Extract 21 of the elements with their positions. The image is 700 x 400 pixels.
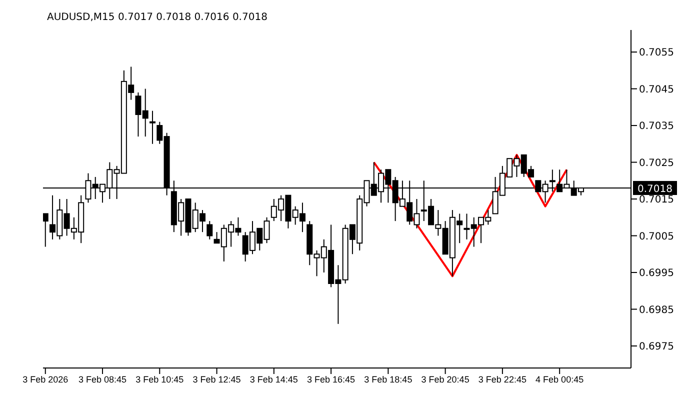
y-tick-label: 0.7005 [639,231,674,242]
y-tick-label: 0.6975 [639,342,674,353]
y-tick-label: 0.7025 [639,158,674,169]
y-tick-label: 0.6995 [639,268,674,280]
x-tick-label: 3 Feb 18:45 [364,374,412,384]
ref-line-label: 0.7018 [638,184,672,195]
y-tick-label: 0.7015 [639,194,674,206]
x-tick-label: 3 Feb 12:45 [192,374,241,384]
x-tick-label: 4 Feb 00:45 [536,374,584,384]
x-tick-label: 3 Feb 10:45 [136,374,184,384]
chart-title: AUDUSD,M15 0.7017 0.7018 0.7016 0.7018 [47,12,268,23]
x-tick-label: 3 Feb 22:45 [478,374,526,384]
x-tick-label: 3 Feb 2026 [22,374,68,384]
x-tick-label: 3 Feb 16:45 [307,374,356,384]
y-tick-label: 0.7035 [639,121,674,132]
y-tick-label: 0.7055 [639,48,674,59]
y-tick-label: 0.6985 [639,304,674,316]
x-tick-label: 3 Feb 20:45 [421,374,470,384]
y-tick-label: 0.7045 [639,84,674,96]
x-tick-label: 3 Feb 08:45 [78,374,127,384]
x-tick-label: 3 Feb 14:45 [250,374,298,384]
